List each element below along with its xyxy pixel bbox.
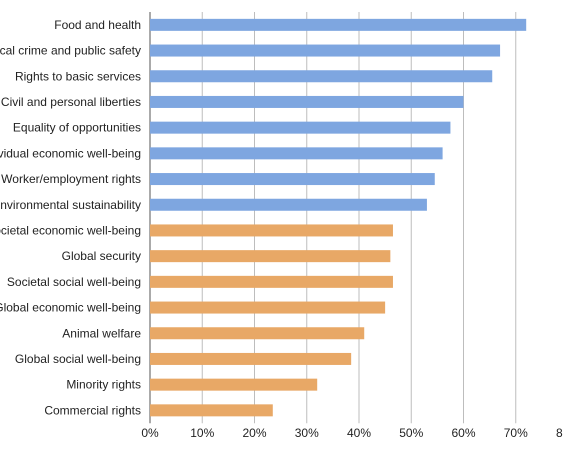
x-tick-label: 0% [141,426,159,440]
category-label: Commercial rights [44,403,141,417]
bar [150,121,451,134]
bar [150,404,273,417]
bar [150,275,393,288]
x-tick-label: 70% [504,426,528,440]
category-label: Individual economic well-being [0,146,141,160]
category-label: Global economic well-being [0,301,141,315]
bar [150,44,501,57]
category-label: Societal social well-being [7,275,141,289]
category-label: Minority rights [66,378,141,392]
category-label: Equality of opportunities [13,121,141,135]
bar [150,173,435,186]
bar [150,70,493,83]
x-tick-label: 30% [295,426,319,440]
x-tick-label: 20% [242,426,266,440]
category-label: Civil and personal liberties [1,95,141,109]
category-label: Animal welfare [62,326,141,340]
category-label: Global social well-being [15,352,141,366]
x-tick-labels: 0% 10% 20% 30% 40% 50% 60% 70% 80% [141,426,563,440]
category-label: Worker/employment rights [1,172,141,186]
category-label: Environmental sustainability [0,198,141,212]
x-tick-label: 40% [347,426,371,440]
bar [150,147,443,160]
x-tick-label: 60% [451,426,475,440]
bars [150,18,527,417]
bar [150,327,365,340]
bar [150,250,391,263]
category-labels: Food and health Local crime and public sa… [0,18,141,418]
bar [150,378,318,391]
category-label: Rights to basic services [15,69,141,83]
bar [150,95,464,108]
bar [150,301,386,314]
category-label: Global security [62,249,141,263]
bar [150,18,527,31]
category-label: Local crime and public safety [0,44,141,58]
bar [150,224,393,237]
bar [150,198,427,211]
bar [150,352,352,365]
x-tick-label: 50% [399,426,423,440]
x-tick-label: 10% [190,426,214,440]
category-label: Food and health [54,18,141,32]
category-label: Societal economic well-being [0,223,141,237]
x-tick-label: 80% [556,426,563,440]
